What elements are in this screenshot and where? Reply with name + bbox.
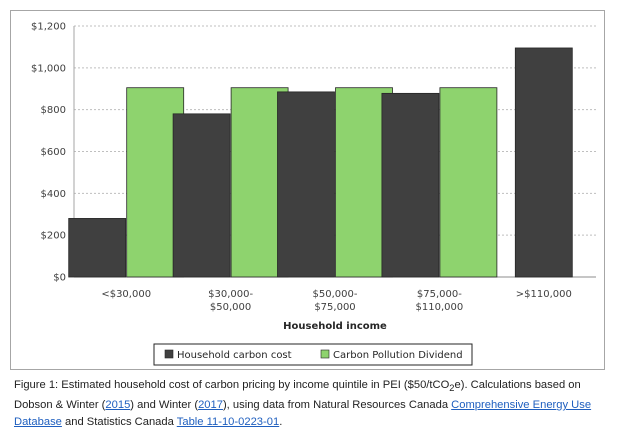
caption-text-6: . (279, 416, 283, 429)
x-tick-label: $50,000 (210, 302, 251, 313)
caption-text-1: Figure 1: Estimated household cost of ca… (14, 379, 450, 391)
caption-text-5: and Statistics Canada (61, 416, 177, 429)
x-tick-label: $30,000- (208, 289, 253, 300)
y-tick-label: $200 (41, 231, 66, 242)
y-tick-label: $600 (41, 147, 66, 158)
y-tick-label: $1,200 (31, 22, 66, 33)
bar-household-carbon-cost (277, 91, 335, 278)
link-energy-use-database[interactable]: Comprehensive Energy Use Database (14, 399, 592, 429)
bar-household-carbon-cost (381, 92, 440, 278)
figure-caption: Figure 1: Estimated household cost of ca… (14, 377, 614, 431)
y-tick-label: $400 (41, 189, 66, 200)
x-axis-title: Household income (283, 321, 387, 332)
caption-text-4: ), using data from Natural Resources Can… (222, 399, 452, 412)
link-statcan-table[interactable]: Table 11-10-0223-01 (176, 416, 280, 429)
chart-frame: $0 $200 $400 $600 $800 $1,000 $1,200 <$30,000 $3… (10, 10, 605, 370)
legend-entry: Carbon Pollution Dividend (333, 350, 463, 361)
y-tick-label: $800 (41, 105, 66, 116)
bar-household-carbon-cost (68, 218, 127, 278)
legend-entry: Household carbon cost (177, 350, 292, 361)
bar-carbon-pollution-dividend (439, 87, 498, 278)
x-tick-label: $75,000 (314, 302, 355, 313)
caption-text-2: e). Calculations based on Dobson & Winte… (14, 379, 581, 412)
bar-household-carbon-cost (172, 113, 231, 278)
x-tick-label: $75,000- (417, 289, 462, 300)
link-2017[interactable]: 2017 (198, 399, 223, 412)
x-tick-label: $110,000 (416, 302, 464, 313)
legend-box (153, 343, 473, 366)
link-2015[interactable]: 2015 (105, 399, 131, 412)
x-tick-label: >$110,000 (516, 289, 572, 300)
y-tick-label: $1,000 (31, 63, 66, 74)
y-tick-label: $0 (53, 273, 66, 284)
x-tick-label: $50,000- (313, 289, 358, 300)
bar-chart: $0 $200 $400 $600 $800 $1,000 $1,200 <$30,000 $3… (31, 22, 596, 366)
caption-subscript: 2 (449, 383, 455, 394)
legend-swatch (164, 349, 174, 359)
legend-swatch (320, 349, 330, 359)
caption-text-3: ) and Winter ( (130, 399, 199, 412)
bar-household-carbon-cost (514, 47, 573, 278)
x-tick-label: <$30,000 (101, 289, 151, 300)
